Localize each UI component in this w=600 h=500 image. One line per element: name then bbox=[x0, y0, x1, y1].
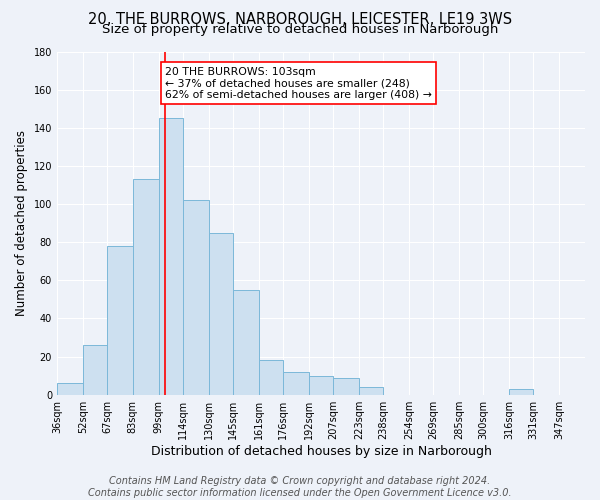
Text: Contains HM Land Registry data © Crown copyright and database right 2024.
Contai: Contains HM Land Registry data © Crown c… bbox=[88, 476, 512, 498]
Bar bbox=[509, 389, 533, 394]
Bar bbox=[359, 387, 383, 394]
Bar bbox=[233, 290, 259, 395]
Bar bbox=[283, 372, 309, 394]
Text: 20, THE BURROWS, NARBOROUGH, LEICESTER, LE19 3WS: 20, THE BURROWS, NARBOROUGH, LEICESTER, … bbox=[88, 12, 512, 28]
Bar bbox=[158, 118, 183, 394]
Bar bbox=[309, 376, 333, 394]
Bar bbox=[183, 200, 209, 394]
Bar bbox=[259, 360, 283, 394]
Bar bbox=[133, 179, 158, 394]
Text: Size of property relative to detached houses in Narborough: Size of property relative to detached ho… bbox=[102, 24, 498, 36]
Text: 20 THE BURROWS: 103sqm
← 37% of detached houses are smaller (248)
62% of semi-de: 20 THE BURROWS: 103sqm ← 37% of detached… bbox=[165, 67, 432, 100]
Bar bbox=[333, 378, 359, 394]
Bar bbox=[83, 345, 107, 395]
Y-axis label: Number of detached properties: Number of detached properties bbox=[15, 130, 28, 316]
Bar bbox=[57, 384, 83, 394]
X-axis label: Distribution of detached houses by size in Narborough: Distribution of detached houses by size … bbox=[151, 444, 491, 458]
Bar bbox=[209, 232, 233, 394]
Bar bbox=[107, 246, 133, 394]
